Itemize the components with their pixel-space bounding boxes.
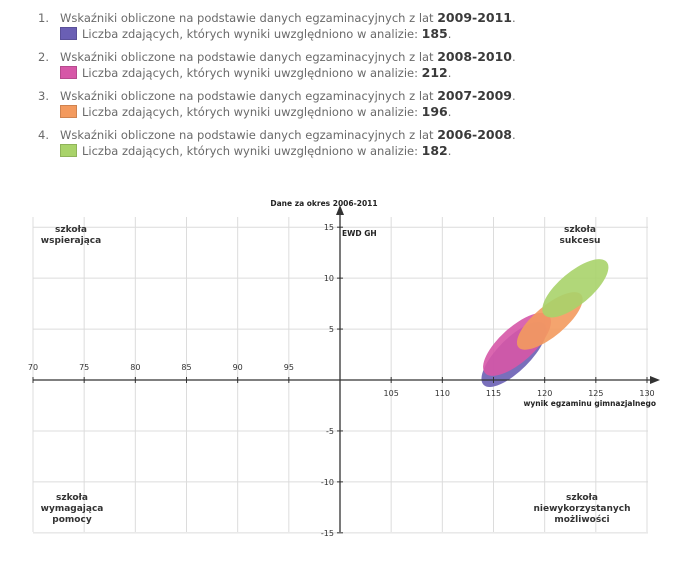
quadrant-label-bottom-left: szkoła bbox=[56, 493, 88, 503]
series-ellipse bbox=[542, 259, 609, 318]
legend-line1: 4. Wskaźniki obliczone na podstawie danyc… bbox=[38, 127, 658, 143]
y-tick-label: -10 bbox=[321, 478, 334, 487]
legend-line2: Liczba zdających, których wyniki uwzględ… bbox=[38, 104, 658, 120]
legend-text: Wskaźniki obliczone na podstawie danych … bbox=[60, 50, 438, 64]
legend-line2: Liczba zdających, których wyniki uwzględ… bbox=[38, 143, 658, 159]
x-tick-label: 120 bbox=[537, 389, 552, 398]
legend-line2: Liczba zdających, których wyniki uwzględ… bbox=[38, 26, 658, 42]
x-tick-label: 115 bbox=[486, 389, 501, 398]
legend-swatch bbox=[60, 66, 77, 79]
legend-item: 2. Wskaźniki obliczone na podstawie danyc… bbox=[38, 49, 658, 81]
series-layer bbox=[481, 259, 609, 388]
x-axis-label: wynik egzaminu gimnazjalnego bbox=[523, 399, 656, 408]
quadrant-label-bottom-left: pomocy bbox=[52, 515, 92, 525]
axes: 70 75 80 85 90 95 105 110 115 120 125 130 -15 -10 -5 5 1… bbox=[28, 205, 660, 538]
y-tick-label: -15 bbox=[321, 529, 334, 538]
quadrant-label-bottom-right: niewykorzystanych bbox=[534, 504, 631, 514]
legend-item: 4. Wskaźniki obliczone na podstawie danyc… bbox=[38, 127, 658, 159]
x-tick-label: 110 bbox=[435, 389, 450, 398]
legend-swatch bbox=[60, 105, 77, 118]
legend-line1: 2. Wskaźniki obliczone na podstawie danyc… bbox=[38, 49, 658, 65]
legend-period: . bbox=[512, 11, 516, 25]
legend-text: Wskaźniki obliczone na podstawie danych … bbox=[60, 89, 438, 103]
y-axis-label: EWD GH bbox=[342, 229, 377, 238]
legend-number: 1. bbox=[38, 11, 49, 25]
legend-years: 2007-2009 bbox=[437, 88, 513, 103]
y-tick-label: 15 bbox=[324, 223, 334, 232]
legend-text: Wskaźniki obliczone na podstawie danych … bbox=[60, 128, 438, 142]
x-tick-label: 90 bbox=[233, 363, 243, 372]
legend-item: 1. Wskaźniki obliczone na podstawie danyc… bbox=[38, 10, 658, 42]
x-tick-label: 130 bbox=[639, 389, 654, 398]
legend-count-text: Liczba zdających, których wyniki uwzględ… bbox=[82, 66, 422, 80]
legend-period: . bbox=[447, 105, 452, 119]
y-tick-label: 10 bbox=[324, 274, 334, 283]
legend-period: . bbox=[447, 66, 452, 80]
legend-count-text: Liczba zdających, których wyniki uwzględ… bbox=[82, 144, 422, 158]
quadrant-label-top-right: szkoła bbox=[564, 225, 596, 235]
legend-period: . bbox=[447, 144, 452, 158]
legend-period: . bbox=[512, 50, 516, 64]
legend-line2: Liczba zdających, których wyniki uwzględ… bbox=[38, 65, 658, 81]
legend-period: . bbox=[512, 128, 516, 142]
legend-text: Wskaźniki obliczone na podstawie danych … bbox=[60, 11, 438, 25]
chart-labels: Dane za okres 2006-2011 EWD GH wynik egzam… bbox=[41, 199, 656, 525]
legend-period: . bbox=[512, 89, 516, 103]
legend-swatch bbox=[60, 27, 77, 40]
legend-count: 182 bbox=[421, 143, 448, 158]
legend-number: 3. bbox=[38, 89, 49, 103]
legend-line1: 1. Wskaźniki obliczone na podstawie danyc… bbox=[38, 10, 658, 26]
quadrant-label-top-right: sukcesu bbox=[560, 236, 601, 246]
quadrant-label-bottom-right: możliwości bbox=[554, 514, 609, 525]
quadrant-label-bottom-left: wymagająca bbox=[41, 504, 104, 514]
x-tick-label: 80 bbox=[130, 363, 140, 372]
legend-count-text: Liczba zdających, których wyniki uwzględ… bbox=[82, 27, 422, 41]
y-tick-label: 5 bbox=[329, 325, 334, 334]
quadrant-label-top-left: wspierająca bbox=[41, 236, 101, 246]
legend-count: 196 bbox=[421, 104, 448, 119]
quadrant-label-bottom-right: szkoła bbox=[566, 493, 598, 503]
chart-title: Dane za okres 2006-2011 bbox=[270, 199, 377, 208]
x-tick-label: 85 bbox=[181, 363, 191, 372]
legend-count: 212 bbox=[421, 65, 448, 80]
quadrant-label-top-left: szkoła bbox=[55, 225, 87, 235]
x-tick-label: 105 bbox=[384, 389, 399, 398]
legend-count: 185 bbox=[421, 26, 448, 41]
legend-years: 2009-2011 bbox=[437, 10, 513, 25]
legend: 1. Wskaźniki obliczone na podstawie danyc… bbox=[38, 10, 658, 166]
legend-count-text: Liczba zdających, których wyniki uwzględ… bbox=[82, 105, 422, 119]
x-tick-label: 70 bbox=[28, 363, 38, 372]
legend-swatch bbox=[60, 144, 77, 157]
x-axis-arrow bbox=[650, 376, 660, 384]
x-tick-label: 75 bbox=[79, 363, 89, 372]
x-tick-label: 125 bbox=[588, 389, 603, 398]
legend-years: 2008-2010 bbox=[437, 49, 513, 64]
x-tick-label: 95 bbox=[284, 363, 294, 372]
legend-number: 2. bbox=[38, 50, 49, 64]
y-axis-arrow bbox=[336, 205, 344, 215]
legend-item: 3. Wskaźniki obliczone na podstawie danyc… bbox=[38, 88, 658, 120]
y-tick-label: -5 bbox=[326, 427, 334, 436]
legend-number: 4. bbox=[38, 128, 49, 142]
legend-line1: 3. Wskaźniki obliczone na podstawie danyc… bbox=[38, 88, 658, 104]
legend-period: . bbox=[447, 27, 452, 41]
legend-years: 2006-2008 bbox=[437, 127, 513, 142]
